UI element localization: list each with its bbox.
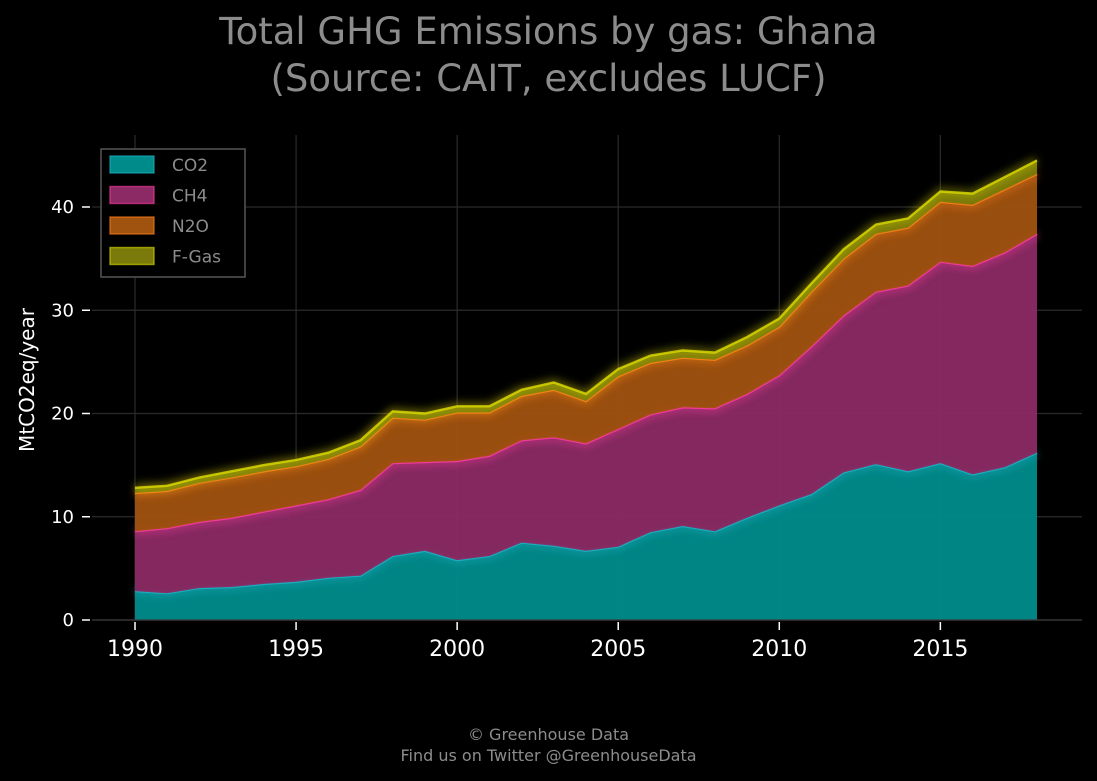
footer: © Greenhouse Data Find us on Twitter @Gr…: [0, 724, 1097, 766]
y-tick-label-10: 10: [51, 507, 74, 528]
x-tick-label-2000: 2000: [429, 637, 485, 662]
line-f-gas: [134, 159, 1038, 489]
area-n2o: [135, 174, 1037, 532]
legend-label-n2o: N2O: [172, 217, 209, 237]
y-tick-label-0: 0: [63, 610, 74, 631]
x-tick-label-2015: 2015: [912, 637, 968, 662]
axes: 0 10 20 30 40 1990 1995 2000 2005 2010 2015: [51, 197, 1082, 662]
chart-title: Total GHG Emissions by gas: Ghana (Sourc…: [0, 8, 1097, 102]
legend-label-co2: CO2: [172, 156, 208, 176]
y-tick-label-30: 30: [51, 300, 74, 321]
y-tick-label-20: 20: [51, 404, 74, 425]
data-areas: [134, 156, 1040, 620]
footer-twitter: Find us on Twitter @GreenhouseData: [400, 746, 697, 765]
chart-title-line-2: (Source: CAIT, excludes LUCF): [270, 57, 827, 100]
x-tick-label-1995: 1995: [268, 637, 324, 662]
legend-swatch-f-gas: [109, 246, 155, 266]
footer-copyright: © Greenhouse Data: [467, 725, 630, 744]
y-axis-label: MtCO2eq/year: [15, 307, 39, 452]
legend-swatch-n2o: [109, 216, 155, 235]
legend-label-ch4: CH4: [172, 187, 207, 207]
legend-label-f-gas: F-Gas: [172, 248, 221, 268]
x-tick-label-2010: 2010: [751, 637, 807, 662]
legend-swatch-co2: [109, 155, 155, 174]
x-tick-label-1990: 1990: [107, 637, 163, 662]
x-tick-label-2005: 2005: [590, 637, 646, 662]
legend: CO2 CH4 N2O F-Gas: [100, 148, 246, 278]
area-ch4: [135, 233, 1037, 594]
chart-title-line-1: Total GHG Emissions by gas: Ghana: [219, 10, 878, 53]
legend-swatch-ch4: [109, 185, 155, 205]
y-tick-label-40: 40: [51, 197, 74, 218]
